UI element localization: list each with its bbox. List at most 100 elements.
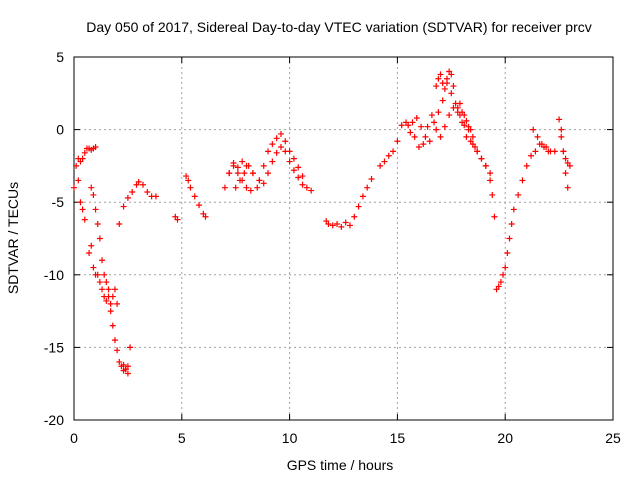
data-point — [426, 138, 433, 145]
data-point — [433, 83, 440, 90]
data-point — [245, 162, 252, 169]
data-point — [478, 155, 485, 162]
data-point — [448, 71, 455, 78]
data-point — [124, 194, 131, 201]
data-point — [124, 363, 131, 370]
data-point — [562, 170, 569, 177]
data-point — [260, 180, 267, 187]
data-point — [428, 112, 435, 119]
data-point — [152, 193, 159, 200]
data-point — [519, 177, 526, 184]
data-point — [269, 141, 276, 148]
data-point — [295, 164, 302, 171]
data-point — [439, 80, 446, 87]
data-point — [241, 170, 248, 177]
data-point — [75, 177, 82, 184]
data-point — [532, 148, 539, 155]
data-point — [497, 279, 504, 286]
series-seg7 — [172, 213, 181, 223]
data-point — [385, 152, 392, 159]
y-axis-label: SDTVAR / TECUs — [5, 182, 21, 294]
y-tick-label: 5 — [56, 49, 64, 65]
data-point — [295, 174, 302, 181]
data-point — [510, 206, 517, 213]
data-point — [234, 164, 241, 171]
y-tick-label: -5 — [52, 194, 65, 210]
data-point — [463, 117, 470, 124]
data-point — [334, 220, 341, 227]
data-point — [256, 177, 263, 184]
data-point — [73, 162, 80, 169]
x-tick-label: 20 — [497, 430, 513, 446]
data-point — [290, 155, 297, 162]
data-point — [411, 133, 418, 140]
grid-lines — [74, 57, 613, 420]
data-point — [409, 119, 416, 126]
data-point — [230, 159, 237, 166]
data-point — [299, 173, 306, 180]
series-seg15 — [433, 68, 457, 92]
data-point — [90, 191, 97, 198]
data-point — [346, 222, 353, 229]
data-point — [394, 138, 401, 145]
data-point — [99, 257, 106, 264]
series-seg13 — [377, 104, 479, 169]
data-point — [105, 286, 112, 293]
data-point — [431, 119, 438, 126]
data-point — [450, 83, 457, 90]
data-point — [435, 75, 442, 82]
data-point — [422, 133, 429, 140]
data-point — [558, 133, 565, 140]
data-point — [237, 177, 244, 184]
y-tick-label: -20 — [44, 412, 64, 428]
data-point — [474, 148, 481, 155]
data-point — [437, 133, 444, 140]
data-point — [90, 264, 97, 271]
data-point — [120, 203, 127, 210]
data-point — [286, 148, 293, 155]
data-point — [338, 223, 345, 230]
data-point — [441, 123, 448, 130]
data-point — [405, 122, 412, 129]
data-point — [196, 202, 203, 209]
data-point — [523, 162, 530, 169]
data-point — [418, 123, 425, 130]
data-point — [543, 144, 550, 151]
series-seg5 — [120, 344, 134, 373]
data-point — [495, 283, 502, 290]
y-tick-label: -15 — [44, 339, 64, 355]
data-point — [109, 293, 116, 300]
data-point — [232, 184, 239, 191]
data-point — [116, 220, 123, 227]
data-point — [368, 175, 375, 182]
data-point — [308, 187, 315, 194]
data-points — [71, 68, 573, 377]
data-point — [355, 203, 362, 210]
data-point — [277, 130, 284, 137]
data-point — [103, 297, 110, 304]
x-tick-label: 15 — [390, 430, 406, 446]
data-point — [377, 162, 384, 169]
data-point — [111, 286, 118, 293]
data-point — [556, 116, 563, 123]
data-point — [124, 370, 131, 377]
data-point — [329, 222, 336, 229]
data-point — [71, 184, 77, 191]
data-point — [290, 167, 297, 174]
data-point — [303, 184, 310, 191]
data-point — [277, 144, 284, 151]
data-point — [174, 216, 181, 223]
data-point — [342, 219, 349, 226]
data-point — [528, 152, 535, 159]
data-point — [398, 122, 405, 129]
data-point — [424, 123, 431, 130]
data-point — [443, 75, 450, 82]
data-point — [364, 184, 371, 191]
data-point — [183, 173, 190, 180]
data-point — [96, 235, 103, 242]
data-point — [482, 162, 489, 169]
data-point — [191, 193, 198, 200]
data-point — [508, 220, 515, 227]
data-point — [129, 189, 136, 196]
data-point — [81, 216, 88, 223]
